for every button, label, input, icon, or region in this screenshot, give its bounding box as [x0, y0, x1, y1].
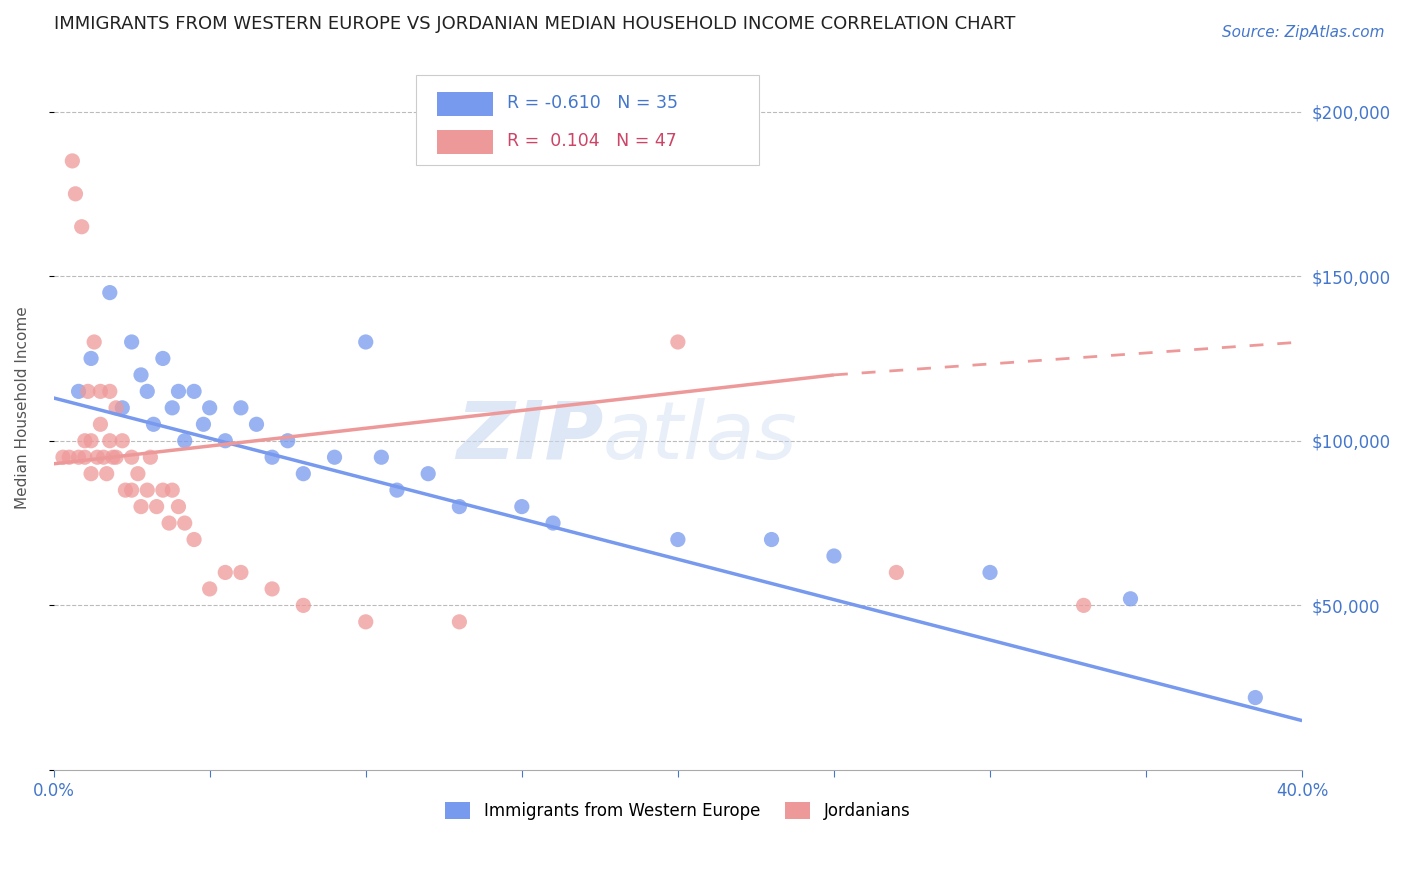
Point [111, 434, 134, 448]
Point [666, 334, 689, 349]
Text: atlas: atlas [603, 398, 797, 475]
Point [83, 334, 105, 349]
Point [167, 384, 190, 399]
Point [979, 566, 1001, 580]
Point [114, 483, 136, 497]
Point [93, 450, 115, 465]
Point [510, 500, 533, 514]
Point [121, 450, 143, 465]
Point [262, 450, 284, 465]
Point [121, 483, 143, 497]
Point [1244, 690, 1267, 705]
Point [229, 566, 252, 580]
Point [214, 566, 236, 580]
Point [160, 401, 183, 415]
Point [193, 417, 215, 432]
Point [198, 401, 221, 415]
Point [77, 384, 100, 399]
Point [105, 450, 128, 465]
Point [418, 467, 440, 481]
Point [449, 615, 471, 629]
Point [183, 533, 205, 547]
Point [127, 467, 149, 481]
Text: IMMIGRANTS FROM WESTERN EUROPE VS JORDANIAN MEDIAN HOUSEHOLD INCOME CORRELATION : IMMIGRANTS FROM WESTERN EUROPE VS JORDAN… [53, 15, 1015, 33]
Point [136, 483, 159, 497]
Point [58, 450, 80, 465]
Point [385, 483, 408, 497]
Point [198, 582, 221, 596]
Point [98, 285, 121, 300]
Point [214, 434, 236, 448]
Legend: Immigrants from Western Europe, Jordanians: Immigrants from Western Europe, Jordania… [439, 796, 917, 827]
Point [89, 417, 111, 432]
Point [157, 516, 180, 530]
FancyBboxPatch shape [437, 130, 494, 154]
Point [73, 434, 96, 448]
Point [67, 384, 90, 399]
Point [761, 533, 783, 547]
Point [173, 516, 195, 530]
Point [167, 500, 190, 514]
Text: Source: ZipAtlas.com: Source: ZipAtlas.com [1222, 25, 1385, 40]
Y-axis label: Median Household Income: Median Household Income [15, 307, 30, 509]
Text: ZIP: ZIP [456, 398, 603, 475]
Point [80, 351, 103, 366]
Point [354, 334, 377, 349]
Point [1073, 599, 1095, 613]
Point [370, 450, 392, 465]
Text: R =  0.104   N = 47: R = 0.104 N = 47 [506, 132, 676, 150]
FancyBboxPatch shape [416, 75, 759, 165]
Point [666, 533, 689, 547]
Point [52, 450, 75, 465]
Point [139, 450, 162, 465]
Point [823, 549, 845, 563]
Point [262, 582, 284, 596]
Point [65, 186, 87, 201]
Point [183, 384, 205, 399]
Point [86, 450, 108, 465]
Point [229, 401, 252, 415]
Point [80, 434, 103, 448]
Point [245, 417, 267, 432]
Point [541, 516, 564, 530]
Point [152, 351, 174, 366]
Point [121, 334, 143, 349]
Point [292, 599, 315, 613]
Point [449, 500, 471, 514]
Point [67, 450, 90, 465]
Point [111, 401, 134, 415]
Point [96, 467, 118, 481]
Point [145, 500, 167, 514]
Point [323, 450, 346, 465]
Point [89, 384, 111, 399]
Point [292, 467, 315, 481]
FancyBboxPatch shape [437, 92, 494, 116]
Point [277, 434, 299, 448]
Point [1119, 591, 1142, 606]
Point [129, 368, 152, 382]
Point [101, 450, 124, 465]
Point [142, 417, 165, 432]
Point [105, 401, 128, 415]
Point [160, 483, 183, 497]
Text: R = -0.610   N = 35: R = -0.610 N = 35 [506, 94, 678, 112]
Point [70, 219, 93, 234]
Point [173, 434, 195, 448]
Point [886, 566, 908, 580]
Point [136, 384, 159, 399]
Point [73, 450, 96, 465]
Point [98, 384, 121, 399]
Point [80, 467, 103, 481]
Point [98, 434, 121, 448]
Point [60, 153, 83, 168]
Point [152, 483, 174, 497]
Point [354, 615, 377, 629]
Point [129, 500, 152, 514]
